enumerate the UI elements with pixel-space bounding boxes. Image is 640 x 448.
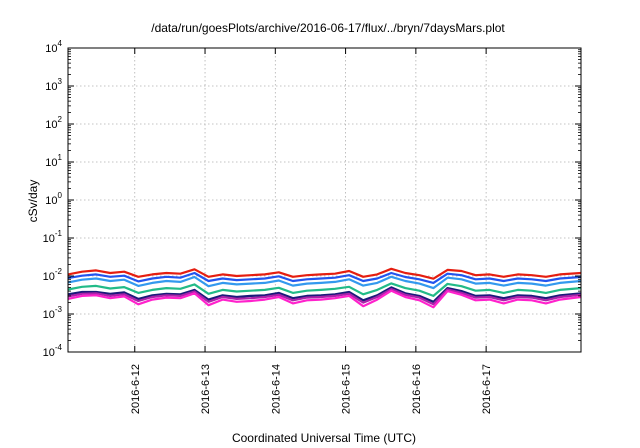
series-line-1 bbox=[67, 267, 582, 280]
x-tick-label: 2016-6-14 bbox=[270, 364, 282, 414]
y-tick-label: 10-2 bbox=[43, 267, 63, 283]
y-tick-label: 102 bbox=[45, 115, 62, 131]
series-line-5 bbox=[67, 286, 582, 303]
y-tick-exponent: -3 bbox=[55, 305, 63, 314]
y-tick-exponent: 1 bbox=[58, 153, 63, 162]
y-tick-label: 10-3 bbox=[43, 305, 63, 321]
series-line-6 bbox=[67, 288, 582, 306]
series-line-7 bbox=[67, 289, 582, 309]
series-line-3 bbox=[67, 275, 582, 290]
y-tick-exponent: -2 bbox=[55, 267, 63, 276]
y-tick-label: 103 bbox=[45, 77, 62, 93]
x-tick-label: 2016-6-13 bbox=[200, 364, 212, 414]
y-tick-exponent: 2 bbox=[58, 115, 63, 124]
x-axis-title: Coordinated Universal Time (UTC) bbox=[232, 431, 416, 445]
x-tick-label: 2016-6-17 bbox=[481, 364, 493, 414]
grid bbox=[68, 48, 581, 352]
x-tick-label: 2016-6-16 bbox=[411, 364, 423, 414]
x-tick-label: 2016-6-15 bbox=[341, 364, 353, 414]
series-line-4 bbox=[67, 282, 582, 297]
x-axis: 2016-6-12 2016-6-13 2016-6-14 2016-6-15 2016… bbox=[130, 48, 493, 414]
y-tick-label: 10-4 bbox=[43, 343, 63, 359]
series-group bbox=[67, 267, 582, 309]
y-tick-exponent: 3 bbox=[58, 77, 63, 86]
y-tick-label: 104 bbox=[45, 39, 62, 55]
y-axis-title: cSv/day bbox=[26, 180, 40, 223]
y-tick-exponent: -1 bbox=[55, 229, 63, 238]
y-tick-exponent: 4 bbox=[58, 39, 63, 48]
y-tick-exponent: -4 bbox=[55, 343, 63, 352]
chart-title: /data/run/goesPlots/archive/2016-06-17/f… bbox=[151, 21, 505, 35]
y-tick-label: 101 bbox=[45, 153, 62, 169]
y-tick-label: 10-1 bbox=[43, 229, 63, 245]
y-tick-exponent: 0 bbox=[58, 191, 63, 200]
series-line-2 bbox=[67, 271, 582, 284]
x-tick-label: 2016-6-12 bbox=[130, 364, 142, 414]
y-tick-label: 100 bbox=[45, 191, 62, 207]
